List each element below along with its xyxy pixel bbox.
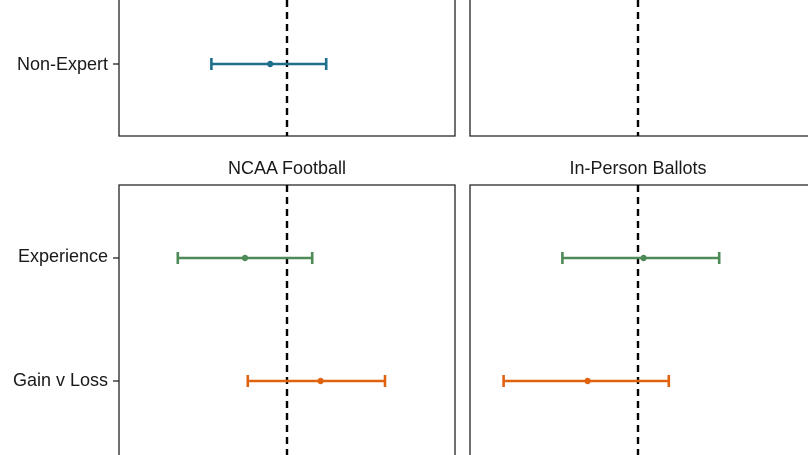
- panel-title: NCAA Football: [228, 158, 346, 178]
- y-label-gain-v-loss: Gain v Loss: [13, 370, 108, 390]
- y-label-non-expert: Non-Expert: [17, 54, 108, 74]
- panel-top-left: Non-Expert: [17, 0, 456, 137]
- panel-frame: [469, 0, 808, 137]
- panel-top-right: [469, 0, 808, 137]
- estimate-point-gain-v-loss: [317, 377, 324, 385]
- panel-frame: [118, 0, 456, 137]
- series-marks: [210, 58, 328, 70]
- series-marks: [502, 252, 721, 387]
- panel-in-person-ballots: In-Person Ballots: [469, 158, 808, 455]
- panel-frame: [469, 184, 808, 455]
- panel-title: In-Person Ballots: [569, 158, 706, 178]
- estimate-point-gain-v-loss: [584, 377, 591, 385]
- estimate-point-non-expert: [267, 60, 274, 68]
- estimate-point-experience: [640, 254, 647, 262]
- panel-ncaa-football: NCAA Football Experience Gain v Loss: [13, 158, 456, 455]
- estimate-point-experience: [241, 254, 249, 262]
- series-marks: [176, 252, 387, 387]
- y-label-experience: Experience: [18, 246, 108, 266]
